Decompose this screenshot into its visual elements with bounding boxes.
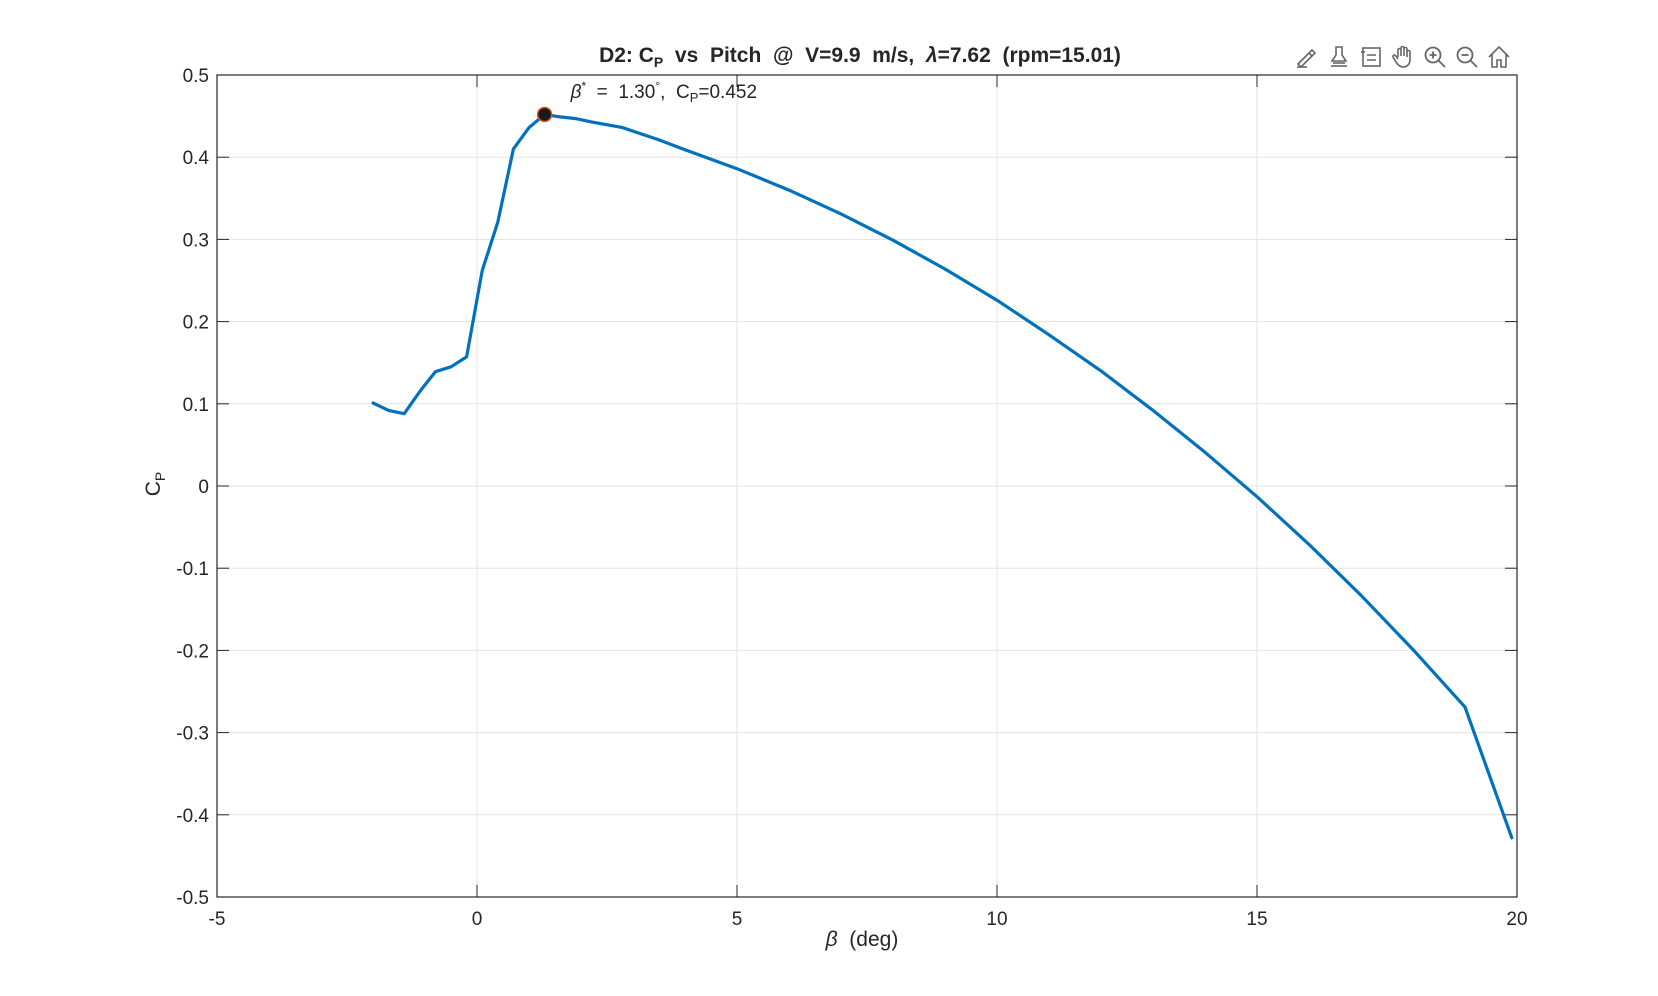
y-tick-label: -0.5 <box>176 888 209 909</box>
brush-edit-icon[interactable] <box>1292 42 1322 72</box>
x-axis-label-symbol: β <box>825 928 838 951</box>
x-tick-label: 15 <box>1246 909 1267 930</box>
x-tick-label: -5 <box>209 909 226 930</box>
pan-hand-icon[interactable] <box>1388 42 1418 72</box>
title-lambda: λ <box>925 44 938 67</box>
home-icon[interactable] <box>1484 42 1514 72</box>
legend-icon[interactable] <box>1356 42 1386 72</box>
y-tick-label: -0.2 <box>176 641 209 662</box>
axes-box <box>216 74 1518 898</box>
y-axis-label-main: C <box>142 481 165 496</box>
zoom-in-icon[interactable] <box>1420 42 1450 72</box>
y-tick-label: 0.5 <box>183 66 209 87</box>
y-tick-label: 0.3 <box>183 230 209 251</box>
title-part-1: D2: C <box>599 44 654 67</box>
grid-lines <box>216 74 1518 898</box>
y-axis-label-sub: P <box>152 472 168 481</box>
series-layer <box>371 106 1514 840</box>
data-tips-icon[interactable] <box>1324 42 1354 72</box>
peak-annotation: β* = 1.30°, CP=0.452 <box>570 79 757 105</box>
cp-curve-line <box>371 112 1514 840</box>
x-tick-label: 5 <box>732 909 743 930</box>
y-tick-label: 0.4 <box>183 148 210 169</box>
x-axis-label-unit: (deg) <box>838 928 899 951</box>
x-tick-label: 20 <box>1506 909 1527 930</box>
y-tick-labels: -0.5 -0.4 -0.3 -0.2 -0.1 0 0.1 0.2 0.3 0.4 0.5 <box>176 66 209 909</box>
x-tick-label: 0 <box>472 909 483 930</box>
peak-marker <box>536 106 553 123</box>
annotation-cp: , C <box>660 82 690 103</box>
annotation-degree: ° <box>655 79 660 93</box>
title-part-3: =7.62 (rpm=15.01) <box>938 44 1121 67</box>
y-tick-label: -0.4 <box>176 806 209 827</box>
title-subscript: P <box>654 54 663 70</box>
y-tick-label: 0.1 <box>183 395 209 416</box>
x-tick-labels: -5 0 5 10 15 20 <box>209 909 1528 930</box>
zoom-out-icon[interactable] <box>1452 42 1482 72</box>
y-tick-label: 0.2 <box>183 313 209 334</box>
x-tick-label: 10 <box>986 909 1007 930</box>
chart-title: D2: CP vs Pitch @ V=9.9 m/s, λ=7.62 (rpm… <box>599 44 1121 70</box>
y-axis-label: CP <box>142 472 168 497</box>
y-tick-label: 0 <box>198 477 209 498</box>
title-part-2: vs Pitch @ V=9.9 m/s, <box>663 44 926 67</box>
annotation-cp-value: =0.452 <box>698 82 757 103</box>
annotation-cp-sub: P <box>690 90 699 105</box>
annotation-star: * <box>581 79 586 93</box>
y-tick-label: -0.3 <box>176 724 209 745</box>
x-axis-label: β (deg) <box>825 928 899 951</box>
y-tick-label: -0.1 <box>176 559 209 580</box>
figure-toolbar <box>1292 42 1514 72</box>
annotation-beta: β <box>570 82 582 103</box>
annotation-value: = 1.30 <box>586 82 655 103</box>
